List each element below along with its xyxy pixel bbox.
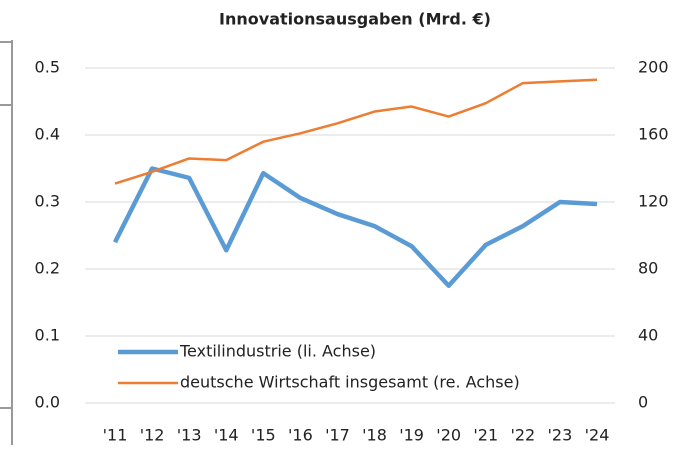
x-tick-label: '11 bbox=[103, 426, 128, 445]
x-tick-label: '18 bbox=[362, 426, 387, 445]
x-tick-label: '14 bbox=[214, 426, 239, 445]
y2-tick-label: 120 bbox=[638, 192, 669, 211]
x-tick-label: '15 bbox=[251, 426, 276, 445]
y-tick-label: 0.2 bbox=[35, 259, 60, 278]
x-tick-label: '19 bbox=[399, 426, 424, 445]
series-line bbox=[112, 166, 598, 288]
x-tick-label: '16 bbox=[288, 426, 313, 445]
y2-tick-label: 40 bbox=[638, 326, 658, 345]
chart-title: Innovationsausgaben (Mrd. €) bbox=[219, 10, 491, 29]
y-tick-label: 0.3 bbox=[35, 192, 60, 211]
legend-label: deutsche Wirtschaft insgesamt (re. Achse… bbox=[180, 373, 520, 392]
y-tick-label: 0.5 bbox=[35, 58, 60, 77]
x-tick-label: '23 bbox=[548, 426, 573, 445]
y-tick-label: 0.0 bbox=[35, 393, 60, 412]
series-line bbox=[114, 78, 598, 185]
x-tick-label: '13 bbox=[177, 426, 202, 445]
y-tick-label: 0.1 bbox=[35, 326, 60, 345]
x-tick-label: '20 bbox=[436, 426, 461, 445]
x-tick-label: '22 bbox=[510, 426, 535, 445]
x-tick-label: '12 bbox=[140, 426, 165, 445]
y2-tick-label: 160 bbox=[638, 125, 669, 144]
x-tick-label: '17 bbox=[325, 426, 350, 445]
x-tick-label: '21 bbox=[473, 426, 498, 445]
y2-tick-label: 0 bbox=[638, 393, 648, 412]
x-tick-label: '24 bbox=[585, 426, 610, 445]
y2-tick-label: 80 bbox=[638, 259, 658, 278]
y-tick-label: 0.4 bbox=[35, 125, 60, 144]
legend-label: Textilindustrie (li. Achse) bbox=[179, 342, 376, 361]
y2-tick-label: 200 bbox=[638, 58, 669, 77]
